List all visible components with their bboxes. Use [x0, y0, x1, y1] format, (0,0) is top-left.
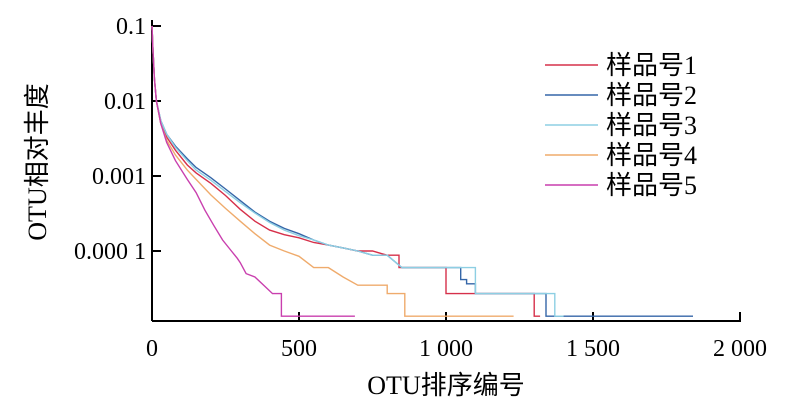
legend-label-2: 样品号2 [606, 81, 697, 110]
series-line-4 [151, 25, 514, 317]
series-lines [151, 25, 693, 317]
y-tick-label: 0.001 [92, 164, 146, 190]
x-tick-label: 1 500 [566, 336, 620, 362]
y-tick-label: 0.000 1 [74, 239, 146, 265]
y-axis-title: OTU相对丰度 [23, 83, 52, 240]
legend-label-1: 样品号1 [606, 51, 697, 80]
legend-label-4: 样品号4 [606, 141, 697, 170]
series-line-1 [151, 25, 541, 317]
x-tick-label: 2 000 [713, 336, 767, 362]
x-tick-label: 0 [146, 336, 158, 362]
series-line-3 [151, 25, 564, 317]
y-tick-label: 0.1 [116, 14, 146, 40]
series-line-5 [151, 25, 355, 317]
y-tick-label: 0.01 [104, 89, 146, 115]
x-axis-title: OTU排序编号 [367, 371, 524, 400]
axes: 0 500 1 000 1 500 2 000 0.1 0.01 0.001 0.000 1 [74, 14, 767, 362]
legend-label-5: 样品号5 [606, 171, 697, 200]
x-tick-label: 1 000 [419, 336, 473, 362]
legend-label-3: 样品号3 [606, 111, 697, 140]
x-tick-label: 500 [281, 336, 317, 362]
